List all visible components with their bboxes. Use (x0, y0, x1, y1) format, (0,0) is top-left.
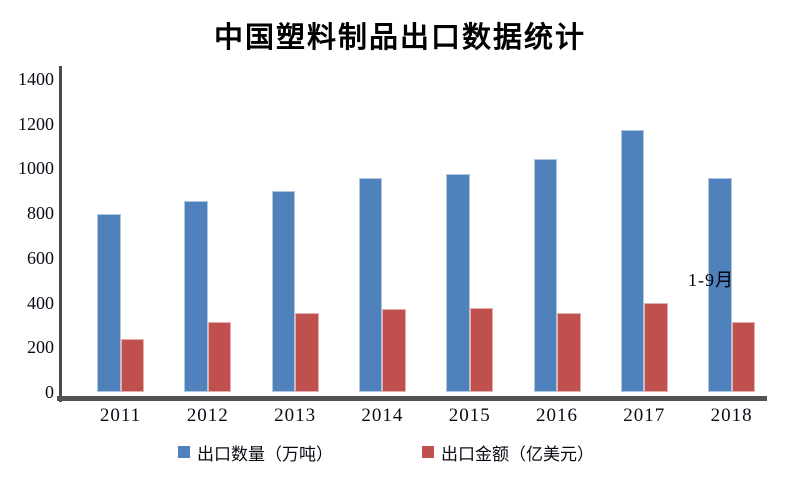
bar-quantity-2018 (708, 178, 732, 392)
bar-amount-2015 (469, 308, 494, 392)
bar-amount-2012 (207, 321, 232, 392)
legend-swatch-icon (178, 446, 190, 458)
legend-label: 出口金额（亿美元） (441, 444, 594, 464)
bar-quantity-2016 (533, 159, 557, 392)
x-axis-label-2017: 2017 (623, 405, 666, 426)
x-axis-line (57, 396, 767, 401)
x-axis-label-2018: 2018 (710, 405, 753, 426)
bar-quantity-2014 (358, 178, 383, 392)
y-axis-tick-label: 200 (27, 337, 54, 358)
annotation-label: 1-9月 (688, 270, 734, 290)
bar-quantity-2013 (271, 190, 296, 392)
bar-amount-2013 (295, 312, 319, 392)
bar-amount-2016 (557, 312, 581, 392)
x-axis-label-2011: 2011 (99, 405, 142, 426)
x-axis-label-2015: 2015 (448, 405, 491, 426)
y-axis-tick-label: 1400 (18, 68, 54, 89)
y-axis-tick-label: 800 (27, 203, 54, 224)
bar-quantity-2017 (620, 130, 645, 392)
y-axis-line (59, 66, 62, 402)
chart-title: 中国塑料制品出口数据统计 (213, 20, 586, 54)
x-axis-label-2014: 2014 (361, 405, 404, 426)
y-axis-tick-label: 1200 (18, 113, 54, 134)
bar-amount-2018 (731, 321, 756, 392)
x-axis-label-2012: 2012 (186, 405, 229, 426)
y-axis-tick-label: 0 (45, 382, 54, 402)
legend-label: 出口数量（万吨） (197, 444, 333, 464)
y-axis-tick-label: 400 (27, 292, 54, 313)
x-axis-label-2016: 2016 (536, 405, 578, 426)
x-axis-label-2013: 2013 (274, 405, 317, 426)
bar-quantity-2012 (184, 200, 208, 392)
bar-amount-2014 (382, 309, 406, 392)
y-axis-tick-label: 1000 (18, 158, 54, 179)
bar-quantity-2011 (97, 214, 121, 392)
y-axis-tick-label: 600 (27, 247, 54, 268)
legend-item-amount: 出口金额（亿美元） (422, 442, 594, 464)
bar-amount-2017 (644, 302, 668, 392)
bar-quantity-2015 (446, 173, 470, 392)
legend-item-quantity: 出口数量（万吨） (178, 442, 333, 464)
legend-swatch-icon (422, 446, 434, 458)
bar-amount-2011 (120, 339, 144, 392)
